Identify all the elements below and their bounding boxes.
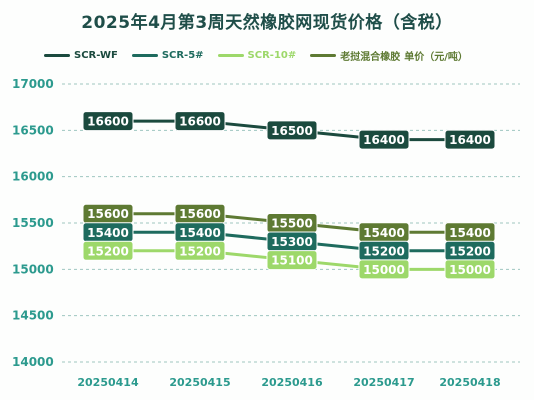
x-tick-label-20250417: 20250417 [353, 376, 414, 389]
legend-item-scr-10: SCR-10# [217, 49, 297, 61]
data-label-0-4: 16400 [449, 133, 491, 147]
y-tick-label-16500: 16500 [12, 123, 54, 137]
y-tick-label-15000: 15000 [12, 262, 54, 276]
data-label-0-0: 16600 [87, 115, 129, 129]
data-label-0-2: 16500 [271, 124, 313, 138]
data-label-2-2: 15100 [271, 254, 313, 268]
y-tick-label-16000: 16000 [12, 170, 54, 184]
legend-swatch-scr-10 [217, 53, 244, 57]
legend-unit-label: 单价（元/吨） [404, 51, 468, 63]
data-label-1-3: 15200 [363, 244, 405, 258]
chart-legend: SCR-WF SCR-5# SCR-10# 老挝混合橡胶 单价（元/吨） [44, 48, 468, 63]
legend-item-laos-rubber: 老挝混合橡胶 单价（元/吨） [310, 48, 468, 63]
x-tick-label-20250416: 20250416 [261, 376, 323, 389]
data-label-3-4: 15400 [449, 226, 491, 240]
data-label-3-3: 15400 [363, 226, 405, 240]
legend-label-laos-rubber: 老挝混合橡胶 [340, 51, 401, 63]
x-tick-label-20250418: 20250418 [439, 376, 500, 389]
data-label-1-4: 15200 [449, 244, 491, 258]
data-label-2-3: 15000 [363, 263, 405, 277]
data-label-bg-0-4 [444, 129, 496, 150]
data-label-1-2: 15300 [271, 235, 313, 249]
data-label-bg-2-0 [82, 240, 134, 261]
data-label-bg-0-1 [174, 111, 226, 132]
data-label-bg-2-3 [358, 259, 410, 280]
data-label-1-1: 15400 [179, 226, 221, 240]
y-tick-label-14500: 14500 [12, 309, 54, 323]
x-tick-label-20250414: 20250414 [77, 376, 139, 389]
y-tick-label-14000: 14000 [12, 355, 54, 369]
data-label-3-0: 15600 [87, 207, 129, 221]
chart-title: 2025年4月第3周天然橡胶网现货价格（含税） [81, 13, 453, 33]
legend-item-scr-wf: SCR-WF [44, 50, 118, 61]
data-label-1-0: 15400 [87, 226, 129, 240]
data-label-bg-0-2 [266, 120, 318, 141]
x-tick-label-20250415: 20250415 [169, 376, 230, 389]
legend-item-scr-5: SCR-5# [131, 49, 204, 61]
legend-label-scr-wf: SCR-WF [74, 49, 118, 61]
data-label-bg-2-1 [174, 240, 226, 261]
data-label-bg-2-2 [266, 250, 318, 271]
data-label-2-0: 15200 [87, 244, 129, 258]
data-label-2-4: 15000 [449, 263, 491, 277]
legend-label-scr-5: SCR-5# [161, 49, 204, 61]
data-label-0-3: 16400 [363, 133, 405, 147]
data-label-3-2: 15500 [271, 217, 313, 231]
data-label-0-1: 16600 [179, 115, 221, 129]
data-label-bg-2-4 [444, 259, 496, 280]
data-label-bg-0-0 [82, 111, 134, 132]
data-label-2-1: 15200 [179, 244, 221, 258]
legend-swatch-scr-5 [131, 53, 158, 57]
legend-swatch-laos-rubber [310, 53, 337, 57]
y-tick-label-15500: 15500 [12, 216, 54, 230]
data-label-bg-0-3 [358, 129, 410, 150]
data-label-3-1: 15600 [179, 207, 221, 221]
y-tick-label-17000: 17000 [12, 77, 54, 91]
legend-label-scr-10: SCR-10# [247, 49, 297, 61]
legend-swatch-scr-wf [44, 53, 70, 57]
